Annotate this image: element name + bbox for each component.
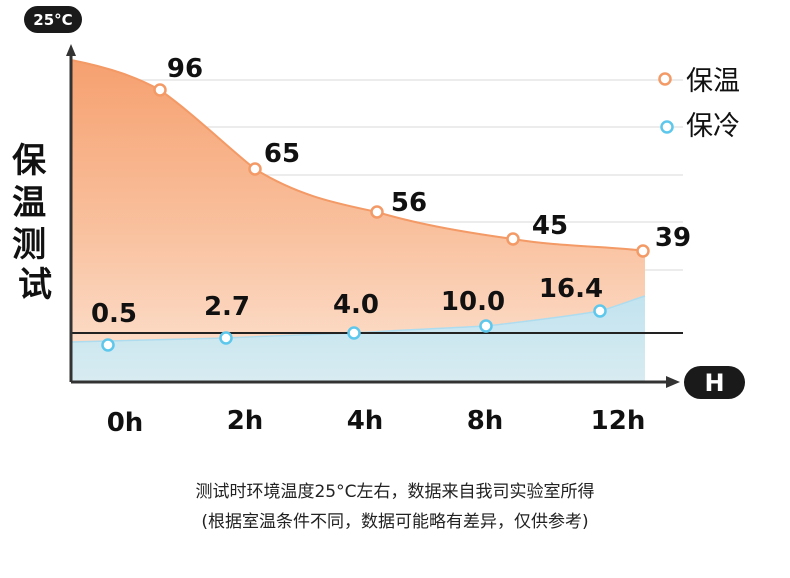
warm-data-labels: 96 65 56 45 39 xyxy=(167,54,691,253)
cold-point xyxy=(347,326,361,340)
cold-point xyxy=(219,331,233,345)
cold-point xyxy=(101,338,115,352)
y-axis-title: 保 温 测 试 xyxy=(12,141,58,305)
y-axis-title-char-2: 温 xyxy=(12,183,46,223)
warm-point xyxy=(153,83,167,97)
unit-badge: 25°C xyxy=(24,6,82,33)
x-tick-label: 0h xyxy=(107,408,144,438)
warm-points xyxy=(153,83,650,258)
warm-data-label: 45 xyxy=(532,211,568,241)
cold-point xyxy=(593,304,607,318)
legend-item-warm: 保温 xyxy=(658,66,740,97)
legend-marker-cold xyxy=(660,120,674,134)
x-label-badge: H xyxy=(684,366,745,399)
legend-label-cold: 保冷 xyxy=(686,111,740,142)
cold-points xyxy=(101,304,607,352)
footnote-line-2: (根据室温条件不同，数据可能略有差异，仅供参考) xyxy=(201,512,589,532)
unit-badge-label: 25°C xyxy=(33,11,72,29)
footnote-line-1: 测试时环境温度25°C左右，数据来自我司实验室所得 xyxy=(195,482,595,502)
x-tick-label: 4h xyxy=(347,406,384,436)
cold-data-label: 2.7 xyxy=(204,292,250,322)
cold-data-labels: 0.5 2.7 4.0 10.0 16.4 xyxy=(91,274,603,329)
x-tick-labels: 0h 2h 4h 8h 12h xyxy=(107,406,646,438)
x-axis-title: H xyxy=(704,369,724,397)
warm-point xyxy=(636,244,650,258)
legend: 保温 保冷 xyxy=(658,66,740,142)
cold-data-label: 16.4 xyxy=(539,274,603,304)
x-axis-arrow xyxy=(666,376,680,388)
legend-marker-warm xyxy=(658,72,672,86)
warm-data-label: 56 xyxy=(391,188,427,218)
legend-item-cold: 保冷 xyxy=(660,111,740,142)
cold-point xyxy=(479,319,493,333)
cold-data-label: 4.0 xyxy=(333,290,379,320)
warm-area xyxy=(71,60,645,382)
cold-area xyxy=(71,296,645,382)
cold-data-label: 0.5 xyxy=(91,299,137,329)
warm-point xyxy=(506,232,520,246)
chart-canvas: 25°C H 保 温 测 试 0h 2h 4h 8h 12h 96 65 56 … xyxy=(12,6,745,438)
y-axis-title-char-1: 保 xyxy=(12,141,47,181)
warm-point xyxy=(370,205,384,219)
warm-data-label: 39 xyxy=(655,223,691,253)
warm-point xyxy=(248,162,262,176)
y-axis-title-char-4: 试 xyxy=(18,265,52,305)
cold-data-label: 10.0 xyxy=(441,287,505,317)
warm-data-label: 96 xyxy=(167,54,203,84)
warm-data-label: 65 xyxy=(264,139,300,169)
x-tick-label: 2h xyxy=(227,406,264,436)
y-axis-arrow xyxy=(66,44,76,56)
legend-label-warm: 保温 xyxy=(686,66,740,97)
y-axis-title-char-3: 测 xyxy=(12,225,46,265)
x-tick-label: 8h xyxy=(467,406,504,436)
x-tick-label: 12h xyxy=(591,406,646,436)
